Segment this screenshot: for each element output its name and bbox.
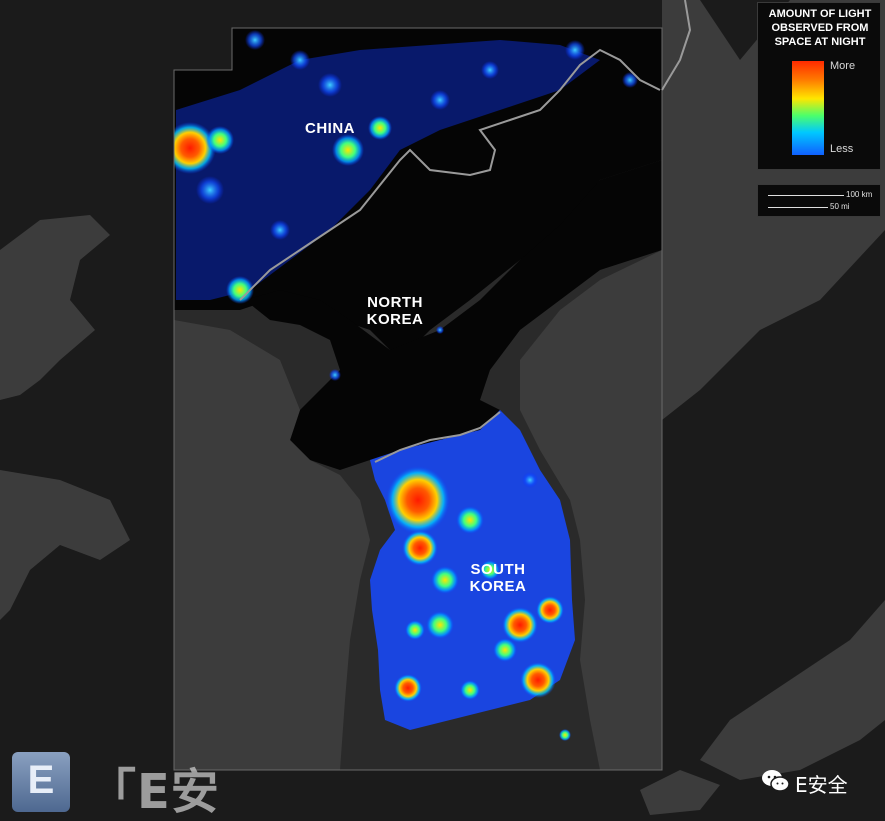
watermark-right-text: E安全 bbox=[795, 773, 848, 797]
legend-more-label: More bbox=[830, 60, 856, 72]
scale-label-km: 100 km bbox=[846, 190, 873, 199]
scale-label-mi: 50 mi bbox=[830, 202, 850, 211]
dmz-border bbox=[374, 411, 501, 463]
south-korea-city-lights bbox=[386, 466, 571, 741]
scale-bar: 100 km 50 mi bbox=[757, 184, 881, 217]
scale-line-mi bbox=[768, 207, 828, 208]
north-korea-land bbox=[245, 160, 662, 470]
watermark-logo-letter: E bbox=[27, 758, 55, 802]
label-south-korea: SOUTH KOREA bbox=[469, 561, 527, 595]
north-korea-lights bbox=[329, 326, 444, 381]
shandong-peninsula bbox=[0, 215, 110, 400]
watermark-left: E 「E安全」 bbox=[8, 746, 268, 820]
china-nk-border bbox=[239, 48, 661, 301]
china-city-lights bbox=[174, 30, 638, 304]
watermark-left-text: 「E安全」 bbox=[88, 764, 220, 820]
wechat-icon bbox=[762, 770, 790, 792]
watermark-logo: E bbox=[12, 752, 70, 812]
east-coast-land bbox=[520, 250, 662, 770]
label-china: CHINA bbox=[305, 120, 355, 137]
china-russia-border bbox=[661, 0, 692, 91]
shandong-lower bbox=[0, 470, 130, 620]
yellow-sea-coast bbox=[174, 320, 370, 770]
watermark-right: E安全 bbox=[755, 764, 881, 798]
scale-line-km bbox=[768, 195, 844, 196]
japan-island bbox=[640, 770, 720, 815]
label-north-korea: NORTH KOREA bbox=[366, 294, 424, 328]
light-legend: AMOUNT OF LIGHT OBSERVED FROM SPACE AT N… bbox=[757, 2, 881, 170]
legend-title: AMOUNT OF LIGHT OBSERVED FROM SPACE AT N… bbox=[768, 8, 872, 48]
legend-less-label: Less bbox=[830, 143, 854, 155]
legend-color-ramp bbox=[792, 61, 824, 155]
frame-outline bbox=[173, 27, 663, 771]
china-land-outside bbox=[0, 0, 885, 420]
japan-land bbox=[700, 600, 885, 780]
map-frame bbox=[174, 28, 662, 770]
